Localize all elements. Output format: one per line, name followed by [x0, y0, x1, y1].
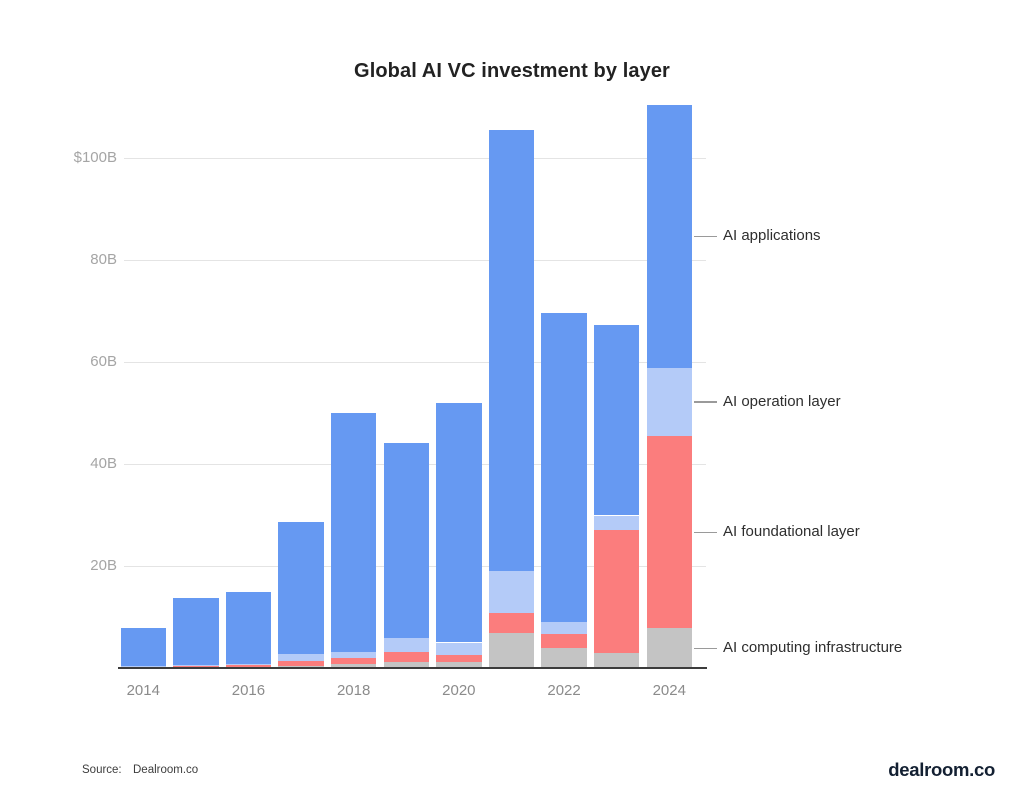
bar-segment-2016-ai-foundational-layer[interactable]	[225, 664, 272, 667]
bar-segment-2023-ai-foundational-layer[interactable]	[593, 530, 640, 654]
bar-segment-2020-ai-applications[interactable]	[436, 402, 482, 643]
annotation-label-ai-applications: AI applications	[723, 227, 821, 245]
bar-segment-2016-ai-operation-layer[interactable]	[225, 663, 272, 665]
bar-segment-2021-ai-operation-layer[interactable]	[488, 571, 535, 613]
bar-segment-2022-ai-operation-layer[interactable]	[541, 621, 587, 635]
bar-segment-2018-ai-computing-infrastructure[interactable]	[330, 663, 377, 668]
bar-segment-2018-ai-foundational-layer[interactable]	[330, 657, 377, 664]
bar-segment-2016-ai-applications[interactable]	[225, 592, 272, 664]
bar-segment-2023-ai-applications[interactable]	[593, 325, 640, 516]
bar-segment-2020-ai-operation-layer[interactable]	[436, 642, 482, 655]
bar-segment-2020-ai-foundational-layer[interactable]	[436, 654, 482, 662]
x-tick-label-2022: 2022	[547, 682, 581, 699]
annotation-leader-line-ai-applications	[694, 235, 717, 237]
bar-segment-2022-ai-foundational-layer[interactable]	[541, 634, 587, 649]
annotation-leader-line-ai-foundational-layer	[694, 531, 717, 533]
source-value: Dealroom.co	[133, 764, 199, 776]
source-label: Source:	[82, 764, 122, 776]
gridline-60B	[124, 361, 706, 363]
y-tick-label-40B: 40B	[90, 455, 117, 472]
dealroom-logo: dealroom.co	[888, 759, 995, 780]
x-tick-label-2020: 2020	[442, 682, 476, 699]
bar-segment-2023-ai-computing-infrastructure[interactable]	[593, 653, 640, 668]
x-tick-label-2024: 2024	[652, 682, 686, 699]
annotation-leader-line-ai-operation-layer	[694, 401, 717, 403]
x-tick-label-2018: 2018	[336, 682, 371, 699]
bar-segment-2015-ai-foundational-layer[interactable]	[173, 665, 219, 667]
bar-segment-2019-ai-foundational-layer[interactable]	[383, 651, 429, 662]
bar-segment-2015-ai-operation-layer[interactable]	[173, 664, 219, 666]
annotation-leader-line-ai-computing-infrastructure	[694, 647, 717, 649]
bar-segment-2018-ai-applications[interactable]	[330, 413, 377, 652]
bar-segment-2017-ai-operation-layer[interactable]	[278, 653, 324, 662]
bar-segment-2019-ai-applications[interactable]	[383, 443, 429, 638]
y-tick-label-20B: 20B	[90, 557, 117, 574]
x-tick-label-2016: 2016	[231, 682, 266, 699]
bar-segment-2021-ai-foundational-layer[interactable]	[488, 612, 535, 633]
bar-segment-2021-ai-computing-infrastructure[interactable]	[488, 632, 535, 668]
bar-segment-2019-ai-computing-infrastructure[interactable]	[383, 661, 429, 668]
bar-segment-2022-ai-computing-infrastructure[interactable]	[541, 648, 587, 668]
bar-segment-2024-ai-foundational-layer[interactable]	[646, 436, 692, 629]
bar-segment-2017-ai-applications[interactable]	[278, 522, 324, 654]
annotation-label-ai-computing-infrastructure: AI computing infrastructure	[723, 639, 903, 657]
gridline-100B	[124, 157, 706, 159]
bar-segment-2024-ai-computing-infrastructure[interactable]	[646, 628, 692, 668]
bar-segment-2018-ai-operation-layer[interactable]	[330, 651, 377, 658]
y-tick-label-60B: 60B	[90, 353, 117, 370]
bar-segment-2017-ai-foundational-layer[interactable]	[278, 661, 324, 666]
bar-segment-2019-ai-operation-layer[interactable]	[383, 637, 429, 652]
x-tick-label-2014: 2014	[126, 682, 160, 699]
gridline-80B	[124, 259, 706, 261]
annotation-label-ai-foundational-layer: AI foundational layer	[723, 523, 860, 541]
y-tick-label-80B: 80B	[90, 251, 117, 268]
bar-segment-2015-ai-applications[interactable]	[173, 598, 219, 665]
bar-segment-2024-ai-applications[interactable]	[646, 104, 692, 368]
bar-segment-2022-ai-applications[interactable]	[541, 312, 587, 622]
bar-segment-2020-ai-computing-infrastructure[interactable]	[436, 661, 482, 668]
bar-segment-2023-ai-operation-layer[interactable]	[593, 515, 640, 531]
chart-title: Global AI VC investment by layer	[354, 60, 670, 82]
x-axis-line	[118, 666, 707, 669]
bar-segment-2024-ai-operation-layer[interactable]	[646, 367, 692, 437]
y-tick-label-100B: $100B	[73, 149, 117, 166]
bar-segment-2014-ai-applications[interactable]	[120, 627, 166, 666]
annotation-label-ai-operation-layer: AI operation layer	[723, 393, 841, 411]
bar-segment-2021-ai-applications[interactable]	[488, 129, 535, 572]
